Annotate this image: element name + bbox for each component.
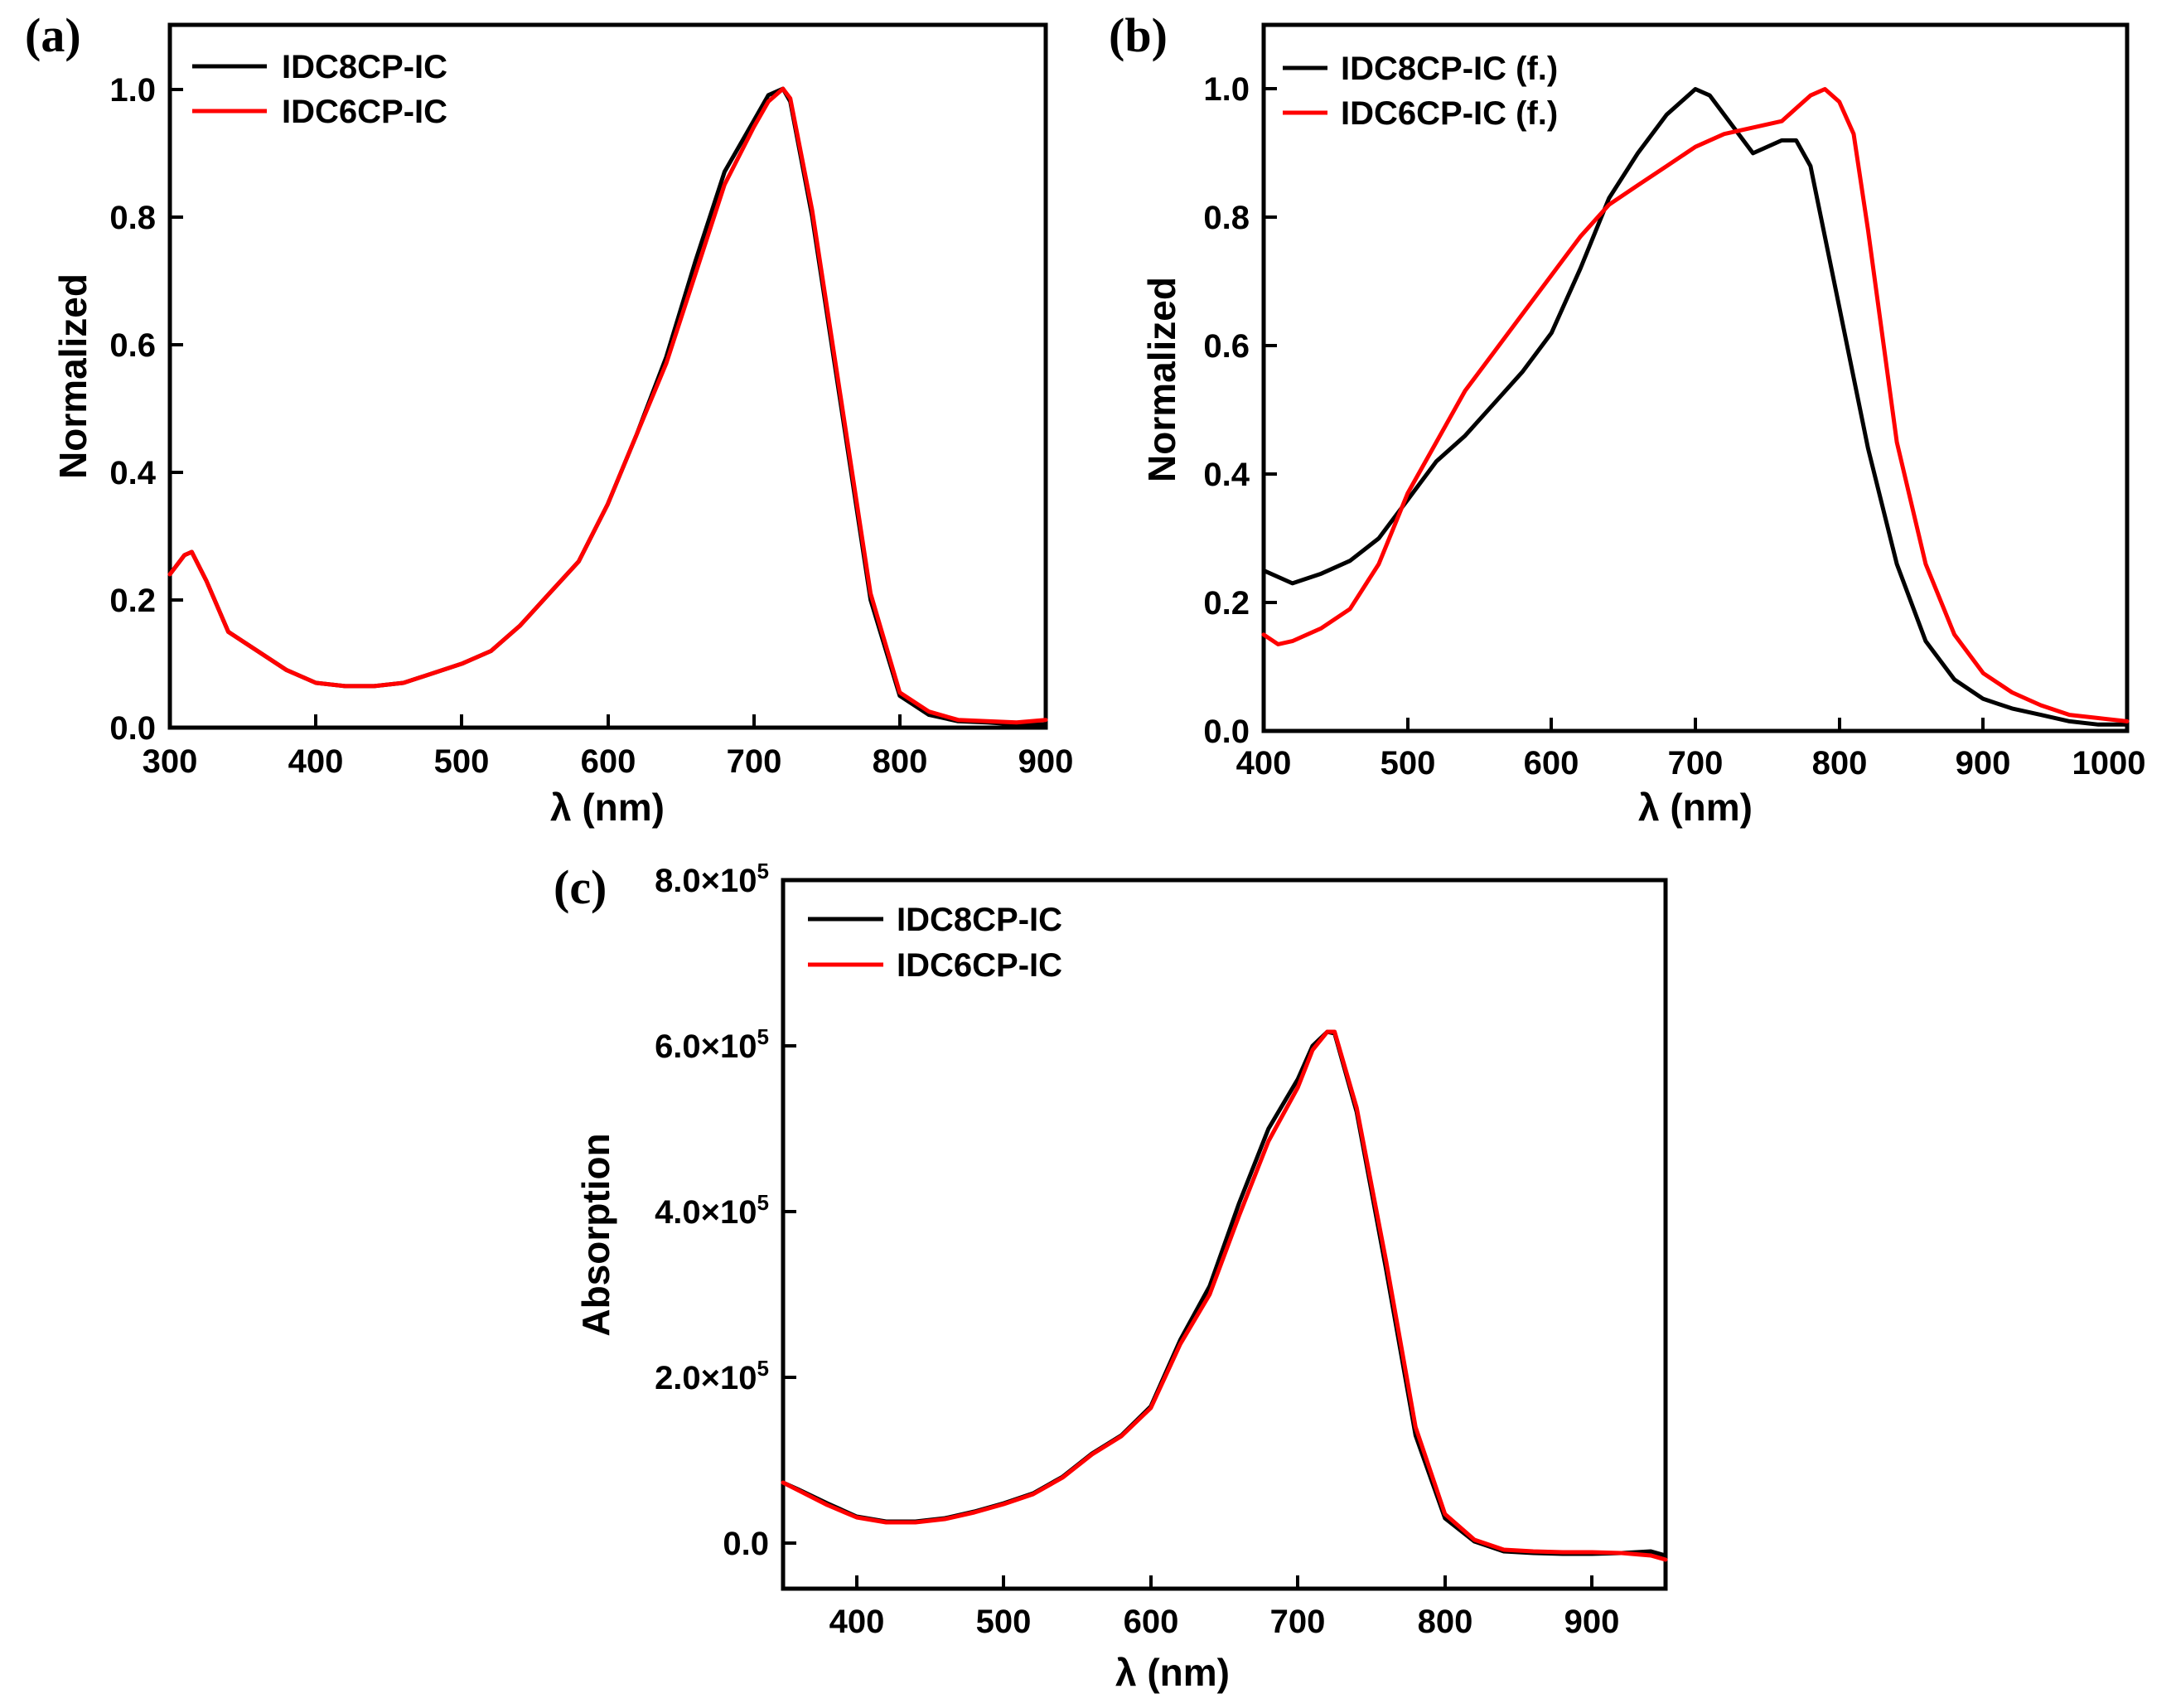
y-tick-label: 0.0: [109, 710, 156, 747]
y-tick-label: 0.4: [1203, 457, 1250, 493]
panel-c-x-tick-labels: 400 500 600 700 800 900: [829, 1604, 1620, 1640]
x-tick-label: 900: [1956, 745, 2011, 781]
panel-a-y-tick-labels: 0.0 0.2 0.4 0.6 0.8 1.0: [109, 72, 156, 747]
x-tick-label: 1000: [2072, 745, 2146, 781]
y-tick-label: 2.0×105: [655, 1356, 769, 1396]
y-tick-label: 0.8: [1203, 200, 1250, 236]
panel-c-y-tick-labels: 0.0 2.0×105 4.0×105 6.0×105 8.0×105: [655, 859, 769, 1562]
x-tick-label: 300: [143, 743, 198, 780]
x-tick-label: 700: [727, 743, 782, 780]
x-tick-label: 500: [976, 1604, 1032, 1640]
panel-b: (b) 0.0 0.2 0.4 0.6 0.8 1.0: [1109, 8, 2145, 829]
y-tick-label: 8.0×105: [655, 859, 769, 899]
x-tick-label: 400: [829, 1604, 885, 1640]
x-tick-label: 500: [434, 743, 490, 780]
y-tick-label: 0.4: [109, 455, 156, 491]
panel-c-letter: (c): [554, 860, 607, 914]
y-tick-label: 0.0: [1203, 714, 1250, 750]
y-tick-label: 0.6: [109, 327, 156, 364]
x-tick-label: 600: [1124, 1604, 1179, 1640]
panel-a-x-axis-label: λ (nm): [550, 786, 665, 829]
series-line-idc6cp-ic-f: [1261, 87, 2130, 723]
y-tick-label: 1.0: [1203, 71, 1250, 108]
panel-c-x-ticks: [855, 1575, 1593, 1589]
y-tick-label: 0.8: [109, 200, 156, 236]
x-tick-label: 800: [1812, 745, 1868, 781]
x-tick-label: 800: [1418, 1604, 1473, 1640]
x-tick-label: 700: [1270, 1604, 1326, 1640]
panel-a-series: [167, 86, 1048, 727]
panel-a-plot-frame: [167, 22, 1048, 730]
panel-c-y-axis-label: Absorption: [574, 1133, 617, 1336]
panel-a: (a) 0.0 0.2 0.4 0.6 0.8 1.0: [25, 8, 1073, 829]
legend-label-idc6cp-ic: IDC6CP-IC: [897, 947, 1062, 984]
y-tick-label: 0.0: [723, 1526, 769, 1562]
panel-b-y-tick-labels: 0.0 0.2 0.4 0.6 0.8 1.0: [1203, 71, 1250, 750]
panel-c-x-axis-label: λ (nm): [1115, 1651, 1230, 1694]
series-line-idc8cp-ic-f: [1261, 87, 2130, 727]
series-line-idc8cp-ic: [781, 1029, 1668, 1558]
x-tick-label: 700: [1668, 745, 1724, 781]
x-tick-label: 400: [288, 743, 344, 780]
x-tick-label: 900: [1564, 1604, 1620, 1640]
panel-b-x-tick-labels: 400 500 600 700 800 900 1000: [1236, 745, 2146, 781]
panel-b-x-axis-label: λ (nm): [1638, 786, 1753, 829]
panel-b-letter: (b): [1109, 8, 1168, 62]
panel-c-y-ticks: [783, 878, 796, 1545]
panel-c-plot-frame: [781, 878, 1668, 1591]
legend-label-idc8cp-ic-f: IDC8CP-IC (f.): [1341, 51, 1558, 87]
panel-a-y-ticks: [170, 88, 183, 729]
x-tick-label: 500: [1381, 745, 1436, 781]
x-tick-label: 600: [1524, 745, 1579, 781]
panel-b-legend: IDC8CP-IC (f.) IDC6CP-IC (f.): [1283, 51, 1558, 132]
panel-a-letter: (a): [25, 8, 81, 62]
panel-b-series: [1261, 87, 2130, 727]
legend-label-idc6cp-ic: IDC6CP-IC: [282, 94, 447, 130]
legend-label-idc8cp-ic: IDC8CP-IC: [282, 49, 447, 85]
y-tick-label: 4.0×105: [655, 1190, 769, 1231]
panel-c: (c) 0.0 2.0×105 4.0×105 6.0×105 8.0×105 …: [554, 859, 1668, 1694]
y-tick-label: 0.2: [1203, 585, 1250, 622]
panel-b-y-axis-label: Normalized: [1140, 277, 1183, 482]
series-line-idc6cp-ic: [167, 86, 1048, 725]
y-tick-label: 0.6: [1203, 328, 1250, 365]
x-tick-label: 600: [581, 743, 636, 780]
x-tick-label: 400: [1236, 745, 1292, 781]
legend-label-idc8cp-ic: IDC8CP-IC: [897, 902, 1062, 938]
y-tick-label: 6.0×105: [655, 1024, 769, 1065]
y-tick-label: 0.2: [109, 583, 156, 619]
x-tick-label: 900: [1018, 743, 1074, 780]
x-tick-label: 800: [873, 743, 928, 780]
y-tick-label: 1.0: [109, 72, 156, 109]
panel-b-y-ticks: [1264, 87, 1277, 733]
panel-c-series: [781, 1029, 1668, 1562]
panel-a-y-axis-label: Normalized: [51, 273, 94, 479]
series-line-idc6cp-ic: [781, 1029, 1668, 1562]
panel-a-legend: IDC8CP-IC IDC6CP-IC: [192, 49, 447, 130]
panel-a-x-tick-labels: 300 400 500 600 700 800 900: [143, 743, 1074, 780]
series-line-idc8cp-ic: [167, 86, 1048, 727]
legend-label-idc6cp-ic-f: IDC6CP-IC (f.): [1341, 95, 1558, 132]
panel-c-legend: IDC8CP-IC IDC6CP-IC: [808, 902, 1062, 984]
